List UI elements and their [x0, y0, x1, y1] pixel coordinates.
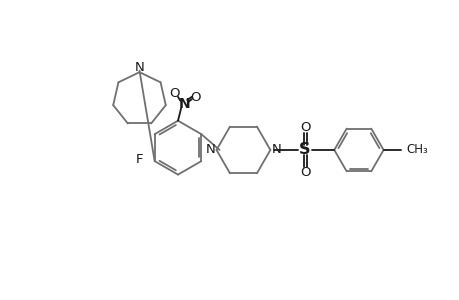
- Text: F: F: [135, 153, 143, 166]
- Text: O: O: [299, 166, 310, 179]
- Text: O: O: [299, 121, 310, 134]
- Text: N: N: [205, 143, 215, 157]
- Text: N: N: [134, 61, 144, 74]
- Text: O: O: [190, 91, 201, 104]
- Text: N: N: [178, 97, 190, 111]
- Text: O: O: [169, 87, 180, 100]
- Text: S: S: [299, 142, 310, 158]
- Text: CH₃: CH₃: [406, 143, 427, 157]
- Text: N: N: [271, 143, 281, 157]
